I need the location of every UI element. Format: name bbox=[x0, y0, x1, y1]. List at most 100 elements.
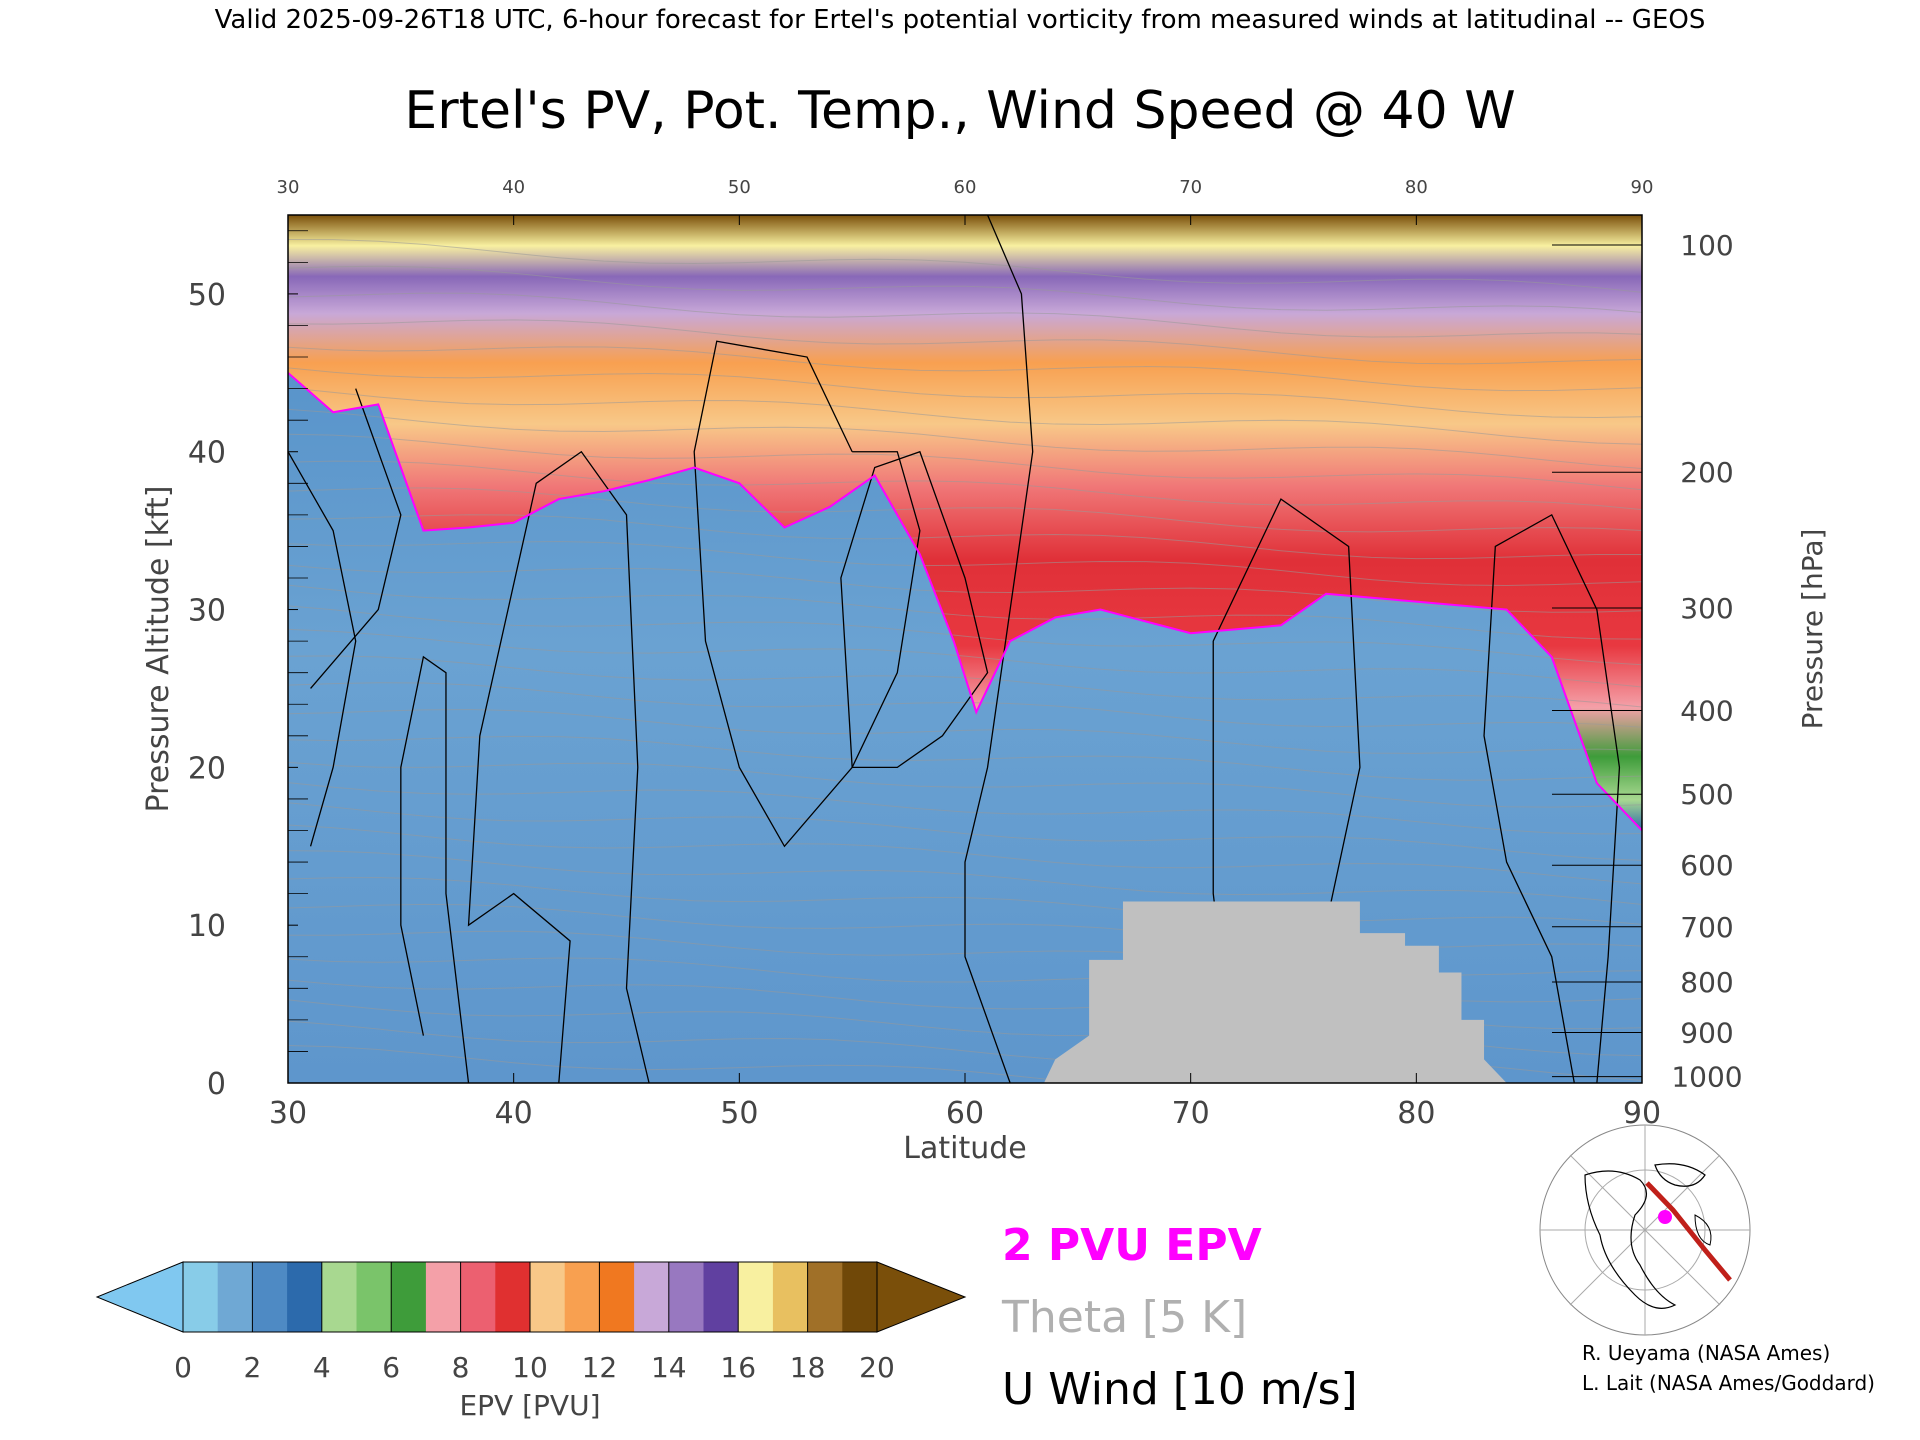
theta-contour bbox=[288, 387, 1642, 445]
pressure-tick-label: 100 bbox=[1680, 229, 1733, 262]
axes: 30 30 40 40 50 50 60 60 70 70 80 80 90 900 10 20 30 40 50 1… bbox=[188, 177, 1743, 1131]
wind-contour bbox=[693, 340, 921, 848]
wind-contour bbox=[467, 450, 650, 1083]
theta-contour bbox=[288, 761, 1642, 808]
x-tick-label-top: 70 bbox=[1179, 177, 1202, 198]
x-tick-label-top: 80 bbox=[1405, 177, 1428, 198]
wind-contour bbox=[840, 450, 989, 769]
x-tick-label: 60 bbox=[946, 1096, 984, 1131]
pressure-tick-label: 400 bbox=[1680, 695, 1733, 728]
colorbar-segment bbox=[564, 1262, 600, 1332]
stratosphere-fill bbox=[288, 215, 1642, 831]
colorbar-segment bbox=[321, 1262, 357, 1332]
theta-contour bbox=[288, 460, 1642, 511]
theta-contour bbox=[288, 487, 1642, 533]
theta-contour bbox=[288, 782, 1642, 835]
header-text: Valid 2025-09-26T18 UTC, 6-hour forecast… bbox=[215, 5, 1706, 35]
colorbar-segment bbox=[425, 1262, 462, 1332]
theta-contour bbox=[288, 408, 1642, 470]
wind-contour bbox=[1212, 498, 1361, 1083]
theta-contour bbox=[288, 514, 1642, 560]
x-axis-label: Latitude bbox=[903, 1131, 1026, 1166]
terrain-mask bbox=[1043, 901, 1507, 1083]
colorbar-segment bbox=[356, 1262, 392, 1332]
y-axis-label: Pressure Altitude [kft] bbox=[141, 486, 176, 813]
theta-contour bbox=[288, 584, 1642, 640]
y-tick-label: 50 bbox=[188, 278, 226, 313]
colorbar-tick-label: 2 bbox=[243, 1351, 261, 1384]
y-tick-label: 40 bbox=[188, 436, 226, 471]
wind-contour bbox=[1483, 513, 1621, 1083]
colorbar-segment bbox=[495, 1262, 531, 1332]
pressure-axis-label: Pressure [hPa] bbox=[1796, 529, 1829, 730]
plot-area bbox=[288, 215, 1642, 1083]
y-tick-label: 30 bbox=[188, 594, 226, 629]
x-tick-label-top: 50 bbox=[728, 177, 751, 198]
theta-contour bbox=[288, 367, 1642, 419]
colorbar-under-arrow bbox=[95, 1261, 184, 1333]
theta-contour bbox=[288, 628, 1642, 688]
colorbar-segment bbox=[634, 1262, 670, 1332]
pressure-tick-label: 1000 bbox=[1671, 1061, 1742, 1094]
pressure-tick-label: 800 bbox=[1680, 966, 1733, 999]
colorbar-segment bbox=[842, 1262, 878, 1332]
legend-theta: Theta [5 K] bbox=[1001, 1292, 1247, 1343]
wind-contour bbox=[400, 655, 470, 1083]
theta-contour bbox=[288, 735, 1642, 781]
colorbar-tick-label: 8 bbox=[452, 1351, 470, 1384]
theta-contour bbox=[288, 319, 1642, 365]
y-tick-label: 0 bbox=[207, 1067, 226, 1102]
wind-contour bbox=[310, 388, 402, 689]
colorbar-tick-label: 20 bbox=[859, 1351, 895, 1384]
x-tick-label: 30 bbox=[269, 1096, 307, 1131]
x-tick-label-top: 40 bbox=[502, 177, 525, 198]
wind-contour bbox=[964, 215, 1034, 1083]
y-tick-label: 10 bbox=[188, 909, 226, 944]
theta-contour bbox=[288, 1045, 1092, 1083]
chart-title: Ertel's PV, Pot. Temp., Wind Speed @ 40 … bbox=[404, 81, 1515, 141]
colorbar-segment bbox=[287, 1262, 323, 1332]
theta-contour bbox=[288, 346, 1642, 392]
colorbar-segment bbox=[391, 1262, 427, 1332]
legend-wind: U Wind [10 m/s] bbox=[1002, 1364, 1358, 1415]
x-tick-label: 70 bbox=[1172, 1096, 1210, 1131]
theta-contour bbox=[288, 433, 1642, 491]
colorbar-segment bbox=[530, 1262, 566, 1332]
theta-contour bbox=[288, 564, 1642, 613]
colorbar-segment bbox=[738, 1262, 774, 1332]
colorbar-tick-label: 12 bbox=[582, 1351, 618, 1384]
theta-contour bbox=[288, 824, 1642, 885]
theta-contour bbox=[288, 265, 1642, 313]
colorbar-over-arrow bbox=[876, 1261, 967, 1333]
credit-line-1: R. Ueyama (NASA Ames) bbox=[1582, 1341, 1830, 1365]
pressure-tick-label: 700 bbox=[1680, 911, 1733, 944]
y-tick-label: 20 bbox=[188, 751, 226, 786]
colorbar-tick-label: 4 bbox=[313, 1351, 331, 1384]
colorbar-segment bbox=[703, 1262, 739, 1332]
pressure-tick-label: 500 bbox=[1680, 778, 1733, 811]
colorbar: 0 2 4 6 8 10 12 14 16 18 20 bbox=[95, 1261, 967, 1384]
pressure-tick-label: 300 bbox=[1680, 592, 1733, 625]
pressure-tick-label: 200 bbox=[1680, 456, 1733, 489]
colorbar-segment bbox=[599, 1262, 635, 1332]
colorbar-label: EPV [PVU] bbox=[459, 1389, 600, 1422]
colorbar-segment bbox=[183, 1262, 219, 1332]
theta-contour bbox=[288, 709, 1642, 754]
colorbar-segment bbox=[807, 1262, 843, 1332]
theta-contour bbox=[288, 292, 1642, 338]
colorbar-segment bbox=[460, 1262, 496, 1332]
x-tick-label-top: 60 bbox=[954, 177, 977, 198]
pressure-tick-label: 900 bbox=[1680, 1016, 1733, 1049]
colorbar-segment bbox=[252, 1262, 288, 1332]
legend-tropopause: 2 PVU EPV bbox=[1002, 1220, 1262, 1271]
colorbar-tick-label: 6 bbox=[382, 1351, 400, 1384]
colorbar-tick-label: 18 bbox=[790, 1351, 826, 1384]
x-tick-label: 40 bbox=[495, 1096, 533, 1131]
theta-contour bbox=[288, 682, 1642, 728]
location-map-inset bbox=[1539, 1124, 1751, 1336]
pressure-tick-label: 600 bbox=[1680, 849, 1733, 882]
theta-contour bbox=[288, 541, 1642, 586]
colorbar-tick-label: 16 bbox=[720, 1351, 756, 1384]
wind-contours bbox=[288, 215, 1621, 1083]
